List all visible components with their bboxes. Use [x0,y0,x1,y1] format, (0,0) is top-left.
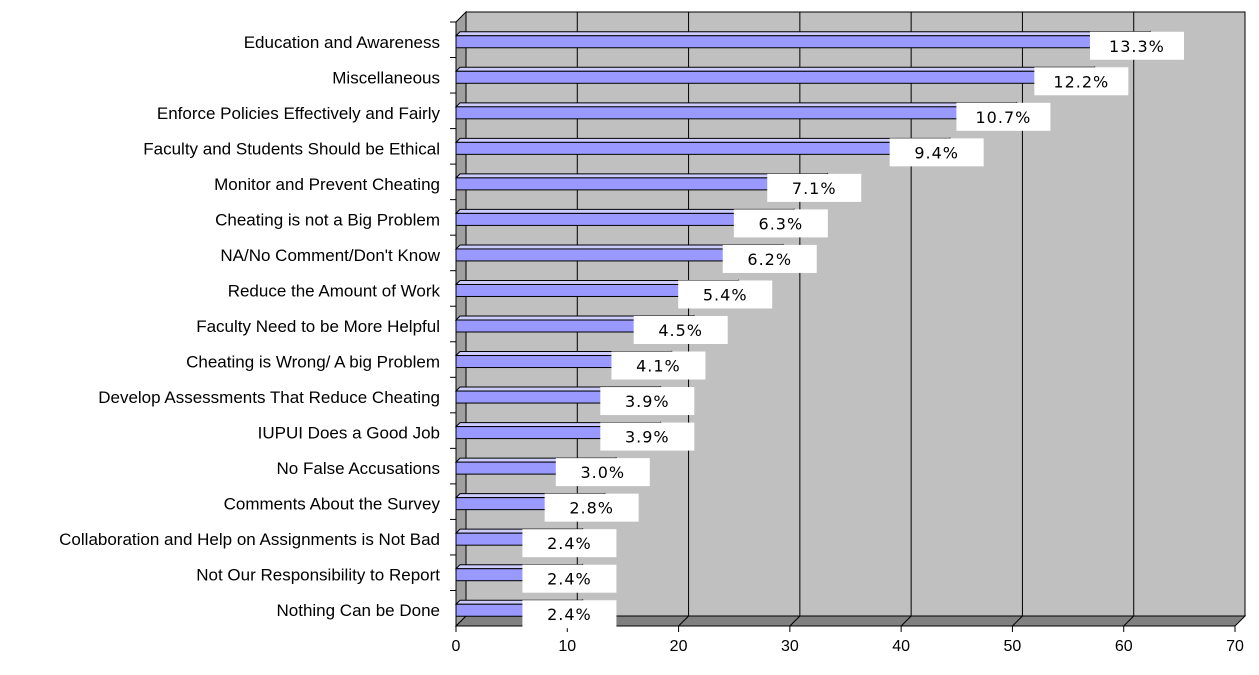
data-label-box [1034,67,1129,96]
data-label: 4.1% [636,357,681,376]
data-label-box [1089,31,1184,60]
data-label-box [767,173,862,202]
bar [454,172,829,192]
x-tick-label: 60 [1115,638,1133,655]
x-tick-label: 50 [1004,638,1022,655]
data-label: 6.2% [747,250,792,269]
data-label-box [889,138,984,167]
bar [454,137,951,156]
data-label: 10.7% [976,108,1032,127]
data-label-box [611,351,706,380]
category-label: Collaboration and Help on Assignments is… [59,530,440,549]
x-tick-label: 10 [558,638,576,655]
category-label: Nothing Can be Done [276,601,440,620]
bar [454,243,784,263]
bar-top-face [454,31,1152,37]
data-label-box [522,600,617,629]
bar [454,66,1096,85]
data-label-box [733,209,828,238]
data-label: 3.0% [580,463,625,482]
bar-top-face [454,66,1096,72]
category-label: IUPUI Does a Good Job [258,424,440,443]
data-label-box [555,458,650,487]
gridline-floor [678,615,689,627]
category-label: No False Accusations [277,459,440,478]
category-label: Education and Awareness [244,33,440,52]
data-label-box [600,387,695,416]
data-label: 3.9% [625,428,670,447]
category-label: Faculty and Students Should be Ethical [143,139,440,158]
data-label: 4.5% [658,321,703,340]
data-label: 6.3% [759,214,804,233]
category-label: Monitor and Prevent Cheating [214,175,440,194]
data-label: 2.8% [569,499,614,518]
data-label-box [600,422,695,451]
data-label-box [722,244,817,273]
category-label: NA/No Comment/Don't Know [220,246,440,265]
data-label-box [522,529,617,558]
x-tick-label: 30 [781,638,799,655]
bar-front-face [455,70,1091,84]
data-label: 2.4% [547,534,592,553]
x-tick-label: 70 [1226,638,1244,655]
bar-top-face [454,102,1018,108]
category-label: Miscellaneous [332,68,440,87]
data-label-box [522,564,617,593]
category-label: Enforce Policies Effectively and Fairly [157,104,441,123]
bar-front-face [455,35,1147,49]
data-label: 7.1% [792,179,837,198]
data-label-box [633,316,728,344]
data-label: 13.3% [1109,37,1165,56]
gridline-floor [900,615,912,627]
category-label: Faculty Need to be More Helpful [196,317,440,336]
data-label-box [678,280,773,309]
x-tick-label: 40 [892,638,910,655]
gridline-floor [1012,615,1023,627]
x-tick-label: 20 [670,638,688,655]
category-label: Comments About the Survey [224,495,441,514]
gridline-floor [1123,615,1135,627]
category-label: Develop Assessments That Reduce Cheating [98,388,440,407]
data-label: 12.2% [1053,72,1109,91]
bar-front-face [455,106,1013,120]
category-label: Reduce the Amount of Work [228,281,441,300]
bar-top-face [454,137,951,143]
category-label: Not Our Responsibility to Report [196,566,440,585]
category-label: Cheating is Wrong/ A big Problem [186,353,440,372]
bar [454,279,740,298]
bar [454,101,1018,121]
data-label: 9.4% [914,143,959,162]
data-label: 3.9% [625,392,670,411]
x-tick-label: 0 [452,638,461,655]
category-label: Cheating is not a Big Problem [215,210,440,229]
data-label: 5.4% [703,285,748,304]
gridline-floor [789,615,801,627]
bar-front-face [455,141,947,155]
bar [454,30,1152,49]
data-label: 2.4% [547,570,592,589]
data-label-box [956,102,1051,131]
data-label-box [544,493,639,522]
data-label: 2.4% [547,605,592,624]
